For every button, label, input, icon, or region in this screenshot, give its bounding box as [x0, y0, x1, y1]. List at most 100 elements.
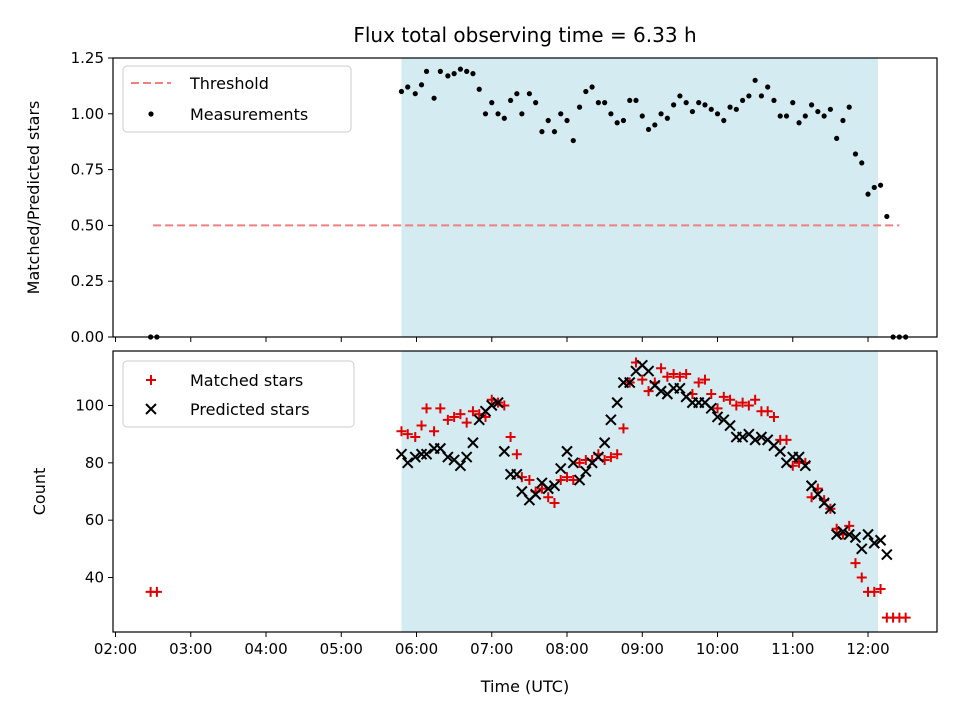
- matched-star-point: [402, 429, 413, 440]
- top-y-tick-label: 1.25: [71, 49, 104, 67]
- matched-star-point: [900, 612, 911, 623]
- measurement-point: [570, 137, 576, 144]
- measurement-point: [802, 113, 808, 119]
- matched-star-point: [461, 417, 472, 428]
- bottom-y-tick-label: 60: [85, 511, 104, 529]
- matched-star-point: [421, 403, 432, 414]
- measurement-point: [495, 111, 501, 117]
- measurement-point: [526, 91, 532, 97]
- x-tick-label: 04:00: [244, 640, 287, 658]
- top-legend: Threshold Measurements: [122, 65, 352, 133]
- matched-star-point: [737, 397, 748, 408]
- matched-star-point: [762, 406, 773, 417]
- measurement-point: [852, 151, 859, 157]
- matched-star-point: [396, 426, 407, 437]
- chart-title: Flux total observing time = 6.33 h: [353, 23, 696, 47]
- matched-star-point: [693, 377, 704, 388]
- matched-star-point: [605, 452, 616, 463]
- matched-star-point: [543, 492, 554, 503]
- predicted-star-point: [862, 528, 874, 541]
- x-tick-label: 07:00: [470, 640, 513, 658]
- predicted-star-point: [824, 502, 837, 515]
- measurement-point: [683, 100, 689, 106]
- legend-measurements-label: Measurements: [190, 105, 308, 124]
- measurement-point: [589, 84, 595, 90]
- predicted-star-point: [442, 451, 454, 463]
- x-tick-label: 12:00: [846, 640, 889, 658]
- x-tick-label: 10:00: [696, 640, 739, 658]
- measurement-point: [815, 108, 821, 115]
- predicted-star-point: [598, 437, 611, 449]
- matched-star-point: [511, 449, 522, 460]
- x-tick-label: 02:00: [94, 640, 137, 658]
- matched-star-point: [856, 572, 867, 583]
- top-y-tick-label: 0.75: [71, 161, 104, 179]
- measurement-point: [418, 82, 425, 88]
- predicted-star-point: [868, 537, 880, 549]
- measurement-point: [708, 106, 714, 112]
- predicted-star-point: [793, 451, 805, 463]
- matched-star-point: [455, 409, 466, 420]
- predicted-star-point: [498, 445, 511, 458]
- x-tick-label: 11:00: [771, 640, 814, 658]
- matched-star-point: [505, 432, 516, 443]
- matched-star-point: [568, 475, 579, 486]
- predicted-star-point: [611, 396, 623, 409]
- measurement-point: [777, 113, 783, 119]
- matched-star-point: [612, 449, 623, 460]
- measurement-point: [771, 97, 777, 104]
- matched-star-point: [844, 520, 855, 531]
- measurement-point: [620, 117, 627, 124]
- measurement-point: [696, 100, 702, 106]
- measurement-point: [533, 100, 539, 106]
- top-y-tick-label: 1.00: [71, 105, 104, 123]
- predicted-star-point: [674, 382, 686, 394]
- matched-star-point: [699, 374, 710, 385]
- bottom-legend: Matched stars Predicted stars: [122, 360, 355, 428]
- measurement-point: [765, 84, 771, 90]
- measurement-point: [671, 102, 677, 108]
- measurement-point: [783, 113, 790, 119]
- predicted-star-point: [724, 419, 736, 432]
- matched-star-point: [718, 391, 729, 402]
- measurement-point: [608, 111, 614, 117]
- measurement-point: [423, 68, 430, 74]
- measurement-point: [405, 84, 411, 90]
- predicted-star-point: [460, 451, 473, 463]
- matched-star-point: [750, 394, 761, 405]
- measurement-point: [412, 91, 418, 97]
- predicted-star-point: [555, 462, 567, 475]
- matched-star-point: [712, 403, 723, 414]
- measurement-point: [796, 120, 802, 126]
- bottom-panel: 02:00 03:00 04:00 05:00 06:00 07:00 08:00 09:00…: [30, 350, 938, 658]
- predicted-star-point: [774, 445, 786, 458]
- predicted-star-point: [830, 528, 843, 541]
- measurement-point: [808, 102, 815, 108]
- matched-star-point: [731, 400, 742, 411]
- predicted-star-point: [711, 411, 724, 423]
- matched-star-point: [637, 374, 648, 385]
- predicted-star-point: [561, 445, 573, 458]
- predicted-star-point: [592, 451, 605, 463]
- measurement-point: [457, 66, 464, 72]
- predicted-star-point: [642, 365, 655, 377]
- matched-star-point: [562, 472, 573, 483]
- matched-star-point: [674, 371, 685, 382]
- matched-star-point: [449, 411, 460, 422]
- measurement-point: [507, 97, 514, 104]
- predicted-star-point: [542, 482, 554, 495]
- predicted-star-point: [415, 448, 428, 460]
- matched-star-point: [781, 434, 792, 445]
- bottom-legend-box: [122, 360, 355, 428]
- predicted-star-point: [511, 468, 523, 481]
- measurement-point: [877, 182, 884, 188]
- measurement-point: [470, 71, 476, 77]
- x-tick-label: 03:00: [169, 640, 212, 658]
- measurement-point: [539, 129, 545, 135]
- top-y-tick-label: 0.00: [71, 328, 104, 346]
- x-tick-label: 08:00: [545, 640, 588, 658]
- measurement-point: [431, 95, 437, 101]
- bottom-frame: [112, 350, 938, 633]
- bottom-y-tick-label: 100: [75, 396, 104, 414]
